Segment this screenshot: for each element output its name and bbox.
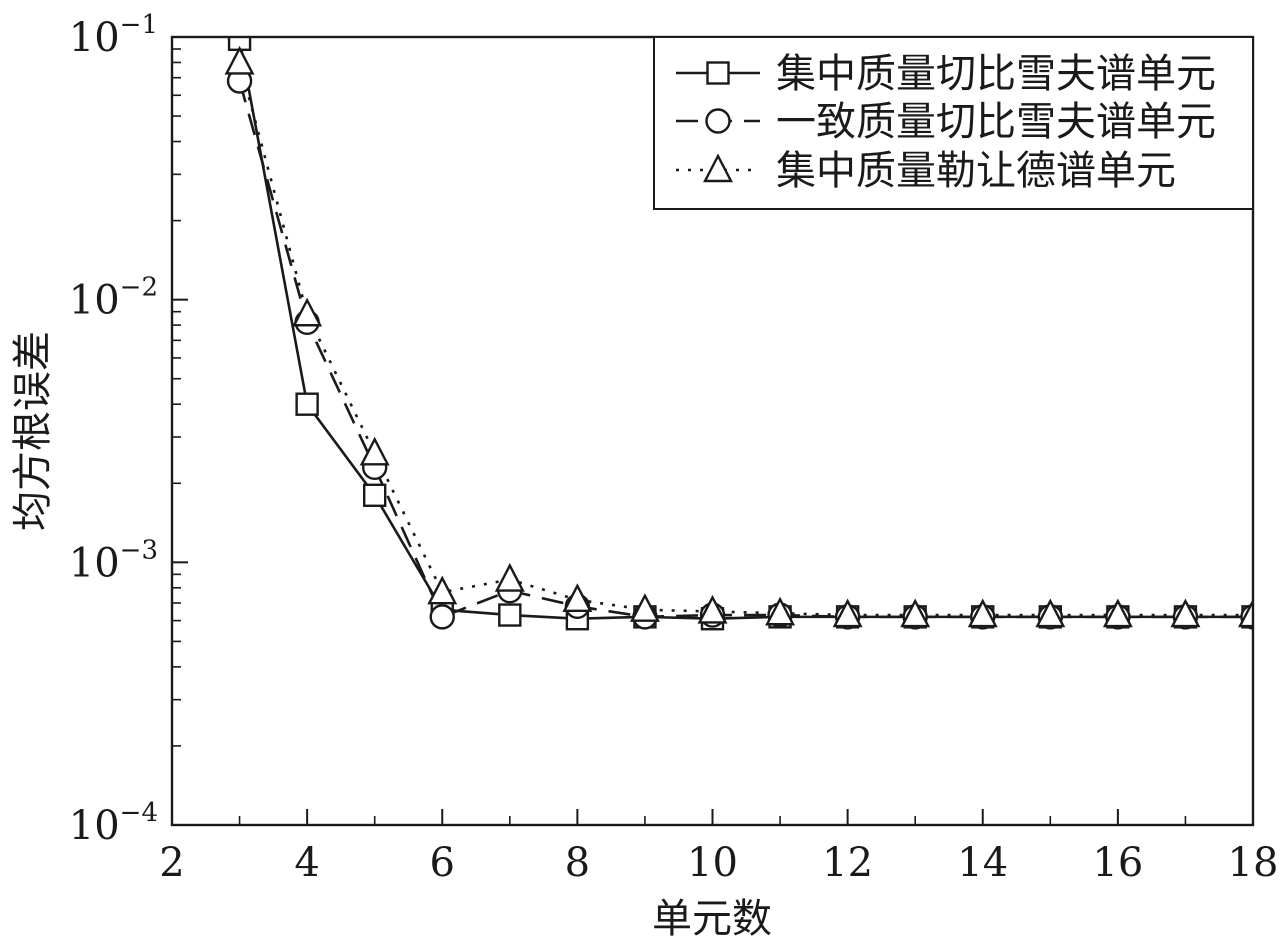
legend-label: 一致质量切比雪夫谱单元 [776,99,1216,145]
data-point-circle [429,604,455,630]
x-axis-title: 单元数 [652,896,772,941]
series-line-triangle [238,62,1253,617]
y-tick-label: 10−3 [69,535,158,586]
data-point-triangle [629,593,660,622]
legend-label: 集中质量切比雪夫谱单元 [776,51,1216,97]
data-point-square [295,392,319,416]
y-tick-label: 10−4 [69,798,158,849]
data-point-triangle [765,596,796,626]
y-axis-title: 均方根误差 [10,331,56,531]
legend-marker-triangle [703,153,733,183]
series-triangle [238,62,1253,617]
legend-marker-circle [705,108,731,134]
x-tick-label: 12 [822,840,873,886]
data-point-triangle [359,436,390,466]
data-point-triangle [224,45,255,75]
data-point-square [498,603,522,627]
y-tick-label: 10−1 [69,10,158,61]
legend-label: 集中质量勒让德谱单元 [776,148,1176,194]
data-point-triangle [1170,598,1201,628]
axis-layer: 2 4 6 8 10 12 14 16 18 10−1 10−2 10−3 10−4 [69,10,1279,886]
y-tick-label: 10−2 [69,273,158,324]
data-point-square [362,483,387,507]
legend-marker-square [706,61,730,85]
data-point-triangle [427,575,458,605]
data-point-triangle [1102,598,1133,628]
x-tick-label: 14 [957,840,1008,886]
x-tick-label: 16 [1092,840,1143,886]
x-tick-label: 10 [687,840,738,886]
x-tick-label: 2 [159,840,184,886]
series-markers-triangle [224,45,1254,628]
data-point-triangle [697,594,728,624]
series-line-circle [238,80,1253,619]
x-tick-label: 8 [565,840,590,886]
x-tick-label: 6 [430,840,455,886]
legend-box [653,36,1254,210]
data-point-triangle [967,598,998,628]
series-circle [238,80,1253,619]
series-layer [224,37,1254,631]
data-point-triangle [494,562,525,592]
data-point-triangle [900,598,931,628]
data-point-triangle [562,583,593,613]
data-point-triangle [832,598,863,628]
x-tick-label: 4 [294,840,319,886]
data-point-triangle [292,297,323,327]
data-point-triangle [1035,598,1066,628]
x-tick-label: 18 [1228,840,1279,886]
